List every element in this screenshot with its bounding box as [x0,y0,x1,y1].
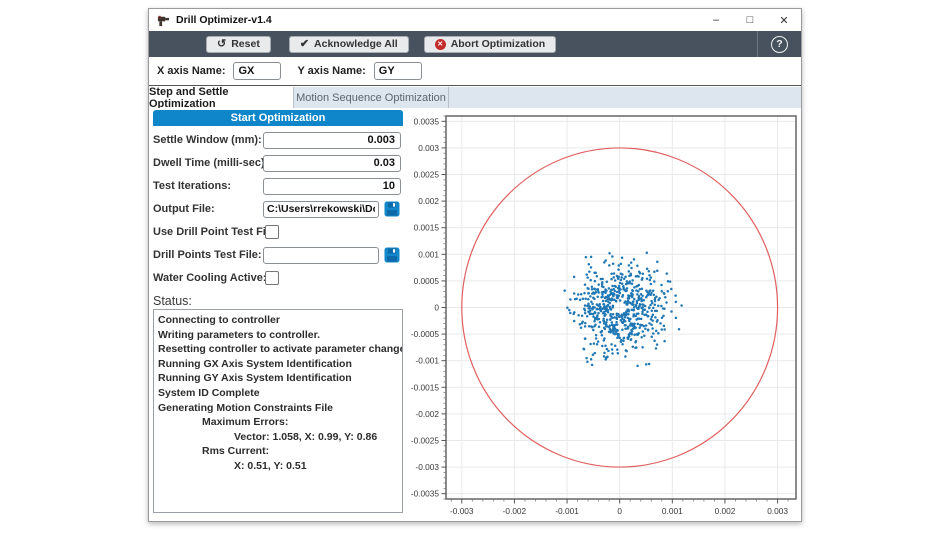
svg-text:0.001: 0.001 [662,506,683,516]
axis-name-row: X axis Name: Y axis Name: [149,57,801,86]
dwell-time-row: Dwell Time (milli-sec): [153,154,403,172]
svg-text:-0.0025: -0.0025 [411,435,440,445]
svg-text:-0.001: -0.001 [415,356,439,366]
svg-text:-0.001: -0.001 [555,506,579,516]
start-optimization-button[interactable]: Start Optimization [153,110,403,126]
reset-button[interactable]: ↺ Reset [206,36,271,53]
use-drill-point-row: Use Drill Point Test File: [153,223,403,241]
svg-text:-0.003: -0.003 [415,462,439,472]
abort-optimization-button[interactable]: ✕ Abort Optimization [424,36,557,53]
svg-text:-0.0015: -0.0015 [411,382,440,392]
maximize-button[interactable]: □ [733,9,767,31]
water-cooling-checkbox[interactable] [265,271,279,285]
acknowledge-all-button[interactable]: ✔ Acknowledge All [289,36,409,53]
save-icon[interactable] [384,247,400,263]
output-file-input[interactable] [263,201,379,218]
minimize-button[interactable]: – [699,9,733,31]
drill-points-file-row: Drill Points Test File: [153,246,403,264]
svg-text:0.003: 0.003 [767,506,788,516]
svg-text:-0.003: -0.003 [450,506,474,516]
drill-points-file-input[interactable] [263,247,379,264]
svg-text:0.0015: 0.0015 [414,223,440,233]
svg-text:0.0005: 0.0005 [414,276,440,286]
svg-text:0.0025: 0.0025 [414,170,440,180]
status-line: Resetting controller to activate paramet… [158,342,398,357]
abort-x-icon: ✕ [435,39,446,50]
settle-window-input[interactable] [263,132,401,149]
x-axis-name-input[interactable] [233,62,281,80]
svg-text:0.002: 0.002 [418,196,439,206]
svg-text:-0.002: -0.002 [415,409,439,419]
save-icon[interactable] [384,201,400,217]
test-iterations-row: Test Iterations: [153,177,403,195]
title-bar: Drill Optimizer-v1.4 – □ ✕ [149,9,801,31]
status-line: Maximum Errors: [158,415,398,430]
settle-window-row: Settle Window (mm): [153,131,403,149]
status-line: Running GY Axis System Identification [158,371,398,386]
svg-text:0: 0 [434,303,439,313]
settle-scatter-plot: -0.003 -0.002 -0.001 0 0.001 0.002 0.003 0.0035… [406,109,801,521]
svg-text:0.003: 0.003 [418,143,439,153]
svg-text:0.002: 0.002 [715,506,736,516]
svg-text:-0.0035: -0.0035 [411,489,440,499]
y-axis-name-label: Y axis Name: [297,65,365,77]
check-icon: ✔ [300,39,309,50]
settings-panel: Start Optimization Settle Window (mm): D… [153,108,403,521]
reset-icon: ↺ [217,39,226,50]
svg-text:0.0035: 0.0035 [414,116,440,126]
status-line: System ID Complete [158,386,398,401]
status-line: Writing parameters to controller. [158,328,398,343]
help-button[interactable]: ? [771,36,788,53]
close-button[interactable]: ✕ [767,9,801,31]
use-drill-point-checkbox[interactable] [265,225,279,239]
water-cooling-row: Water Cooling Active: [153,269,403,287]
app-window: Drill Optimizer-v1.4 – □ ✕ ↺ Reset ✔ Ack… [148,8,802,522]
window-title: Drill Optimizer-v1.4 [176,14,272,26]
y-axis-name-input[interactable] [374,62,422,80]
window-controls: – □ ✕ [699,9,801,31]
status-line: Vector: 1.058, X: 0.99, Y: 0.86 [158,430,398,445]
svg-text:0.001: 0.001 [418,249,439,259]
tab-strip: Step and Settle Optimization Motion Sequ… [149,87,801,108]
toolbar: ↺ Reset ✔ Acknowledge All ✕ Abort Optimi… [149,31,801,57]
test-iterations-input[interactable] [263,178,401,195]
status-line: Rms Current: [158,444,398,459]
status-line: Generating Motion Constraints File [158,401,398,416]
status-line: X: 0.51, Y: 0.51 [158,459,398,474]
output-file-row: Output File: [153,200,403,218]
svg-text:-0.002: -0.002 [503,506,527,516]
scatter-chart-svg: -0.003 -0.002 -0.001 0 0.001 0.002 0.003 0.0035… [406,109,801,521]
toolbar-separator [757,31,758,57]
tab-step-and-settle[interactable]: Step and Settle Optimization [149,87,294,108]
content-area: Start Optimization Settle Window (mm): D… [149,108,801,521]
dwell-time-input[interactable] [263,155,401,172]
svg-text:0: 0 [617,506,622,516]
status-label: Status: [153,294,192,308]
status-log[interactable]: Connecting to controllerWriting paramete… [153,309,403,513]
drill-app-icon [157,14,170,27]
status-line: Connecting to controller [158,313,398,328]
status-line: Running GX Axis System Identification [158,357,398,372]
svg-text:-0.0005: -0.0005 [411,329,440,339]
tab-motion-sequence[interactable]: Motion Sequence Optimization [294,87,449,108]
x-axis-name-label: X axis Name: [157,65,225,77]
